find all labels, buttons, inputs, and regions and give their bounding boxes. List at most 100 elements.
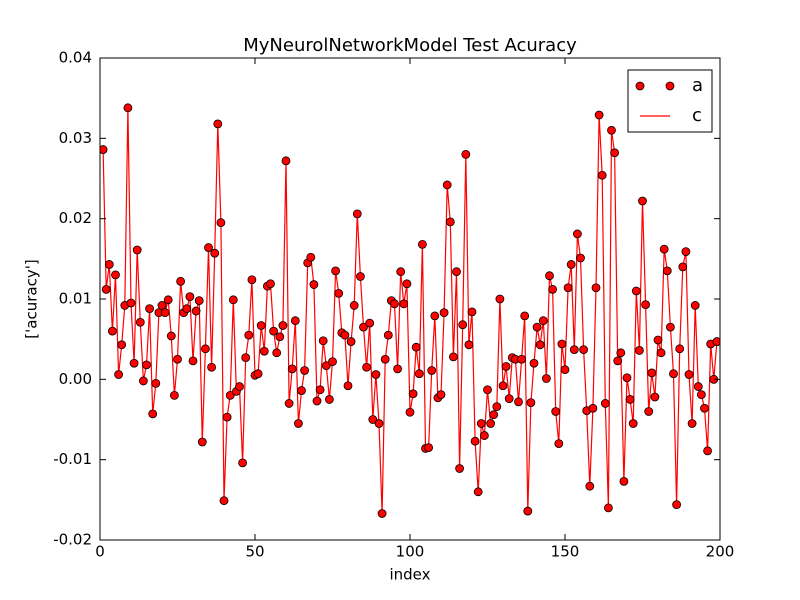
data-point bbox=[324, 395, 334, 404]
data-point bbox=[712, 337, 720, 346]
data-point bbox=[517, 354, 526, 364]
data-point bbox=[173, 354, 182, 364]
y-tick-label: 0.01 bbox=[59, 290, 92, 308]
y-tick-label: -0.02 bbox=[53, 531, 92, 549]
data-point bbox=[548, 284, 557, 294]
data-point bbox=[213, 119, 223, 129]
data-point bbox=[185, 292, 195, 301]
data-point bbox=[675, 344, 685, 354]
data-point bbox=[151, 378, 161, 388]
data-point bbox=[473, 487, 483, 497]
data-point bbox=[266, 279, 275, 289]
data-point bbox=[318, 336, 328, 346]
data-point bbox=[479, 431, 489, 440]
data-point bbox=[585, 481, 595, 491]
data-point bbox=[436, 390, 446, 399]
data-point bbox=[104, 260, 114, 269]
data-point bbox=[647, 368, 657, 378]
data-point bbox=[573, 229, 582, 239]
data-point bbox=[380, 354, 390, 364]
data-point bbox=[566, 260, 576, 269]
data-point bbox=[672, 500, 681, 510]
data-point bbox=[207, 362, 217, 372]
data-point bbox=[163, 295, 173, 305]
data-point bbox=[334, 288, 344, 298]
data-point bbox=[126, 298, 136, 308]
data-point bbox=[430, 311, 440, 321]
data-point bbox=[297, 386, 306, 395]
data-point bbox=[650, 392, 660, 402]
data-point bbox=[309, 280, 319, 289]
legend-marker bbox=[665, 81, 675, 91]
data-point bbox=[703, 446, 712, 456]
legend-label: c bbox=[692, 105, 702, 126]
data-point bbox=[405, 407, 415, 417]
data-point bbox=[408, 389, 418, 399]
x-tick-label: 150 bbox=[551, 543, 580, 561]
data-point bbox=[390, 299, 399, 309]
data-point bbox=[628, 419, 638, 428]
data-point bbox=[604, 503, 613, 513]
data-point bbox=[216, 218, 226, 228]
data-point bbox=[244, 330, 254, 340]
data-point bbox=[458, 320, 468, 330]
data-point bbox=[560, 365, 570, 375]
data-point bbox=[306, 252, 316, 262]
data-point bbox=[520, 311, 530, 321]
data-point bbox=[182, 304, 192, 314]
data-point bbox=[225, 390, 235, 400]
data-point bbox=[526, 398, 536, 408]
data-point bbox=[542, 374, 551, 383]
data-point bbox=[145, 304, 155, 314]
data-point bbox=[697, 390, 706, 399]
data-point bbox=[486, 419, 496, 428]
data-point bbox=[272, 348, 282, 358]
data-point bbox=[129, 358, 139, 368]
data-point bbox=[523, 506, 533, 516]
chart-title: MyNeurolNetworkModel Test Acuracy bbox=[243, 35, 577, 56]
data-point bbox=[315, 385, 325, 395]
data-point bbox=[597, 170, 607, 180]
data-point bbox=[417, 239, 427, 249]
data-point bbox=[644, 407, 654, 416]
data-point bbox=[600, 399, 610, 408]
data-point bbox=[346, 337, 356, 346]
data-point bbox=[365, 318, 375, 328]
data-point bbox=[687, 419, 697, 428]
data-point bbox=[359, 322, 368, 332]
data-point bbox=[641, 300, 650, 310]
data-point bbox=[349, 301, 359, 310]
data-point bbox=[253, 369, 263, 379]
y-tick-label: 0.00 bbox=[59, 370, 92, 388]
data-point bbox=[532, 322, 542, 332]
x-tick-label: 200 bbox=[706, 543, 735, 561]
data-point bbox=[455, 464, 465, 473]
data-point bbox=[228, 295, 238, 305]
y-tick-label: -0.01 bbox=[53, 450, 92, 468]
data-point bbox=[489, 410, 499, 420]
data-point bbox=[108, 326, 117, 336]
data-point bbox=[191, 306, 201, 316]
data-point bbox=[616, 348, 626, 358]
data-point bbox=[700, 403, 709, 413]
x-tick-label: 50 bbox=[245, 543, 264, 561]
data-point bbox=[135, 317, 145, 327]
data-point bbox=[635, 346, 644, 355]
data-point bbox=[445, 217, 455, 227]
data-point bbox=[259, 346, 269, 356]
x-tick-label: 0 bbox=[95, 543, 105, 561]
data-point bbox=[100, 145, 108, 154]
data-point bbox=[613, 356, 623, 366]
data-point bbox=[535, 340, 545, 350]
data-point bbox=[275, 332, 285, 342]
data-point bbox=[374, 419, 384, 428]
legend-label: a bbox=[692, 75, 703, 96]
data-point bbox=[545, 271, 554, 281]
data-point bbox=[681, 247, 691, 257]
data-point bbox=[132, 245, 142, 255]
data-point bbox=[176, 276, 186, 286]
data-point bbox=[362, 362, 372, 372]
data-point bbox=[461, 149, 471, 159]
data-point bbox=[669, 369, 678, 379]
data-point bbox=[666, 322, 675, 332]
